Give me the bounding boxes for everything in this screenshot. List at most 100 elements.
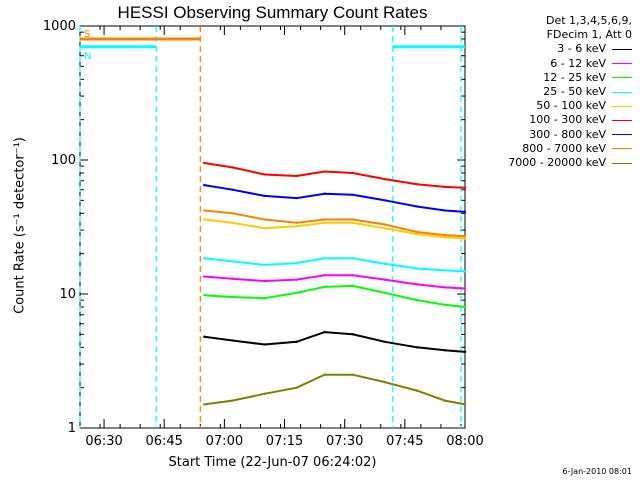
series-point-8 <box>383 223 386 226</box>
legend-item: 100 - 300 keV <box>508 113 632 127</box>
series-point-3 <box>463 305 467 309</box>
series-point-6 <box>323 170 326 173</box>
series-point-5 <box>383 226 386 230</box>
series-point-3 <box>203 293 206 297</box>
series-line-4 <box>204 257 466 273</box>
series-point-6 <box>463 186 467 190</box>
x-tick-label: 08:00 <box>446 434 483 449</box>
legend-item-label: 3 - 6 keV <box>557 42 606 56</box>
legend-item: 6 - 12 keV <box>508 57 632 71</box>
series-point-2 <box>263 279 266 283</box>
legend-swatch <box>612 77 632 79</box>
series-point-1 <box>443 349 447 352</box>
series-point-8 <box>415 230 419 234</box>
series-point-2 <box>295 278 298 281</box>
series-point-8 <box>203 209 206 212</box>
series-point-3 <box>295 291 298 295</box>
series-point-7 <box>203 183 206 187</box>
y-axis-label: Count Rate (s⁻¹ detector⁻¹) <box>12 137 28 314</box>
series-point-1 <box>415 346 419 349</box>
legend-item-label: 300 - 800 keV <box>529 127 606 141</box>
chart-title: HESSI Observing Summary Count Rates <box>117 3 428 22</box>
series-point-5 <box>463 237 467 240</box>
series-point-8 <box>263 218 266 221</box>
legend-item: 25 - 50 keV <box>508 85 632 99</box>
flag-label: S <box>84 29 90 40</box>
series-point-8 <box>231 212 234 215</box>
y-tick-label: 1000 <box>43 19 76 34</box>
series-point-4 <box>295 261 298 265</box>
series-point-9 <box>351 373 354 376</box>
legend-header-line-1: Det 1,3,4,5,6,9, <box>545 14 632 27</box>
series-point-9 <box>263 392 266 395</box>
flag-label: N <box>84 51 91 62</box>
series-point-4 <box>203 256 206 260</box>
series-point-5 <box>443 236 447 239</box>
series-point-9 <box>203 403 206 406</box>
series-line-1 <box>204 331 466 353</box>
series-point-5 <box>203 218 206 221</box>
series-point-6 <box>295 174 298 178</box>
series-point-7 <box>323 192 326 195</box>
series-point-6 <box>351 171 354 175</box>
legend-item-label: 100 - 300 keV <box>529 113 606 127</box>
series-point-6 <box>263 173 266 176</box>
series-point-7 <box>231 188 234 191</box>
x-tick-label: 07:00 <box>206 434 243 449</box>
series-point-6 <box>383 177 386 181</box>
series-point-8 <box>463 234 467 238</box>
x-tick-label: 07:30 <box>326 434 363 449</box>
series-point-6 <box>203 161 206 165</box>
series-point-3 <box>443 303 447 307</box>
series-point-8 <box>351 218 354 221</box>
series-point-5 <box>415 232 419 236</box>
series-point-5 <box>263 226 266 230</box>
x-tick-label: 06:30 <box>85 434 122 449</box>
series-point-7 <box>443 209 447 212</box>
series-line-2 <box>204 274 466 290</box>
series-line-7 <box>204 184 466 213</box>
series-point-4 <box>231 260 234 263</box>
timestamp-footer: 6-Jan-2010 08:01 <box>562 467 632 476</box>
legend-swatch <box>612 105 632 107</box>
series-point-2 <box>203 275 206 278</box>
legend-item: 7000 - 20000 keV <box>508 156 632 170</box>
legend-item-label: 12 - 25 keV <box>543 70 606 84</box>
legend-swatch <box>612 134 632 136</box>
series-point-8 <box>323 218 326 221</box>
series-point-2 <box>351 274 354 277</box>
series-point-9 <box>323 373 326 376</box>
series-line-6 <box>204 162 466 189</box>
y-tick-label: 100 <box>51 153 76 168</box>
series-point-5 <box>323 221 326 224</box>
series-point-7 <box>383 199 386 202</box>
legend-item-label: 7000 - 20000 keV <box>508 156 606 170</box>
series-point-4 <box>263 263 266 267</box>
legend-item: 12 - 25 keV <box>508 71 632 85</box>
legend-item: 300 - 800 keV <box>508 128 632 142</box>
series-point-4 <box>351 256 354 260</box>
series-point-4 <box>463 269 467 273</box>
legend-swatch <box>612 49 632 50</box>
legend-item-label: 800 - 7000 keV <box>522 141 606 155</box>
series-line-8 <box>204 209 466 238</box>
legend-item-label: 50 - 100 keV <box>536 99 606 113</box>
series-point-1 <box>203 335 206 338</box>
series-line-3 <box>204 284 466 308</box>
legend-swatch <box>612 120 632 122</box>
series-point-1 <box>463 350 467 354</box>
x-tick-label: 07:15 <box>266 434 303 449</box>
series-point-3 <box>231 295 234 299</box>
y-tick-label: 1 <box>68 421 76 436</box>
series-point-9 <box>443 399 447 402</box>
series-point-9 <box>383 380 386 384</box>
series-point-1 <box>295 340 298 343</box>
series-point-1 <box>231 339 234 342</box>
series-point-5 <box>351 221 354 224</box>
series-point-4 <box>415 267 419 270</box>
series-point-7 <box>263 194 266 198</box>
legend-swatch <box>612 162 632 164</box>
legend-swatch <box>612 148 632 150</box>
series-point-7 <box>351 193 354 196</box>
